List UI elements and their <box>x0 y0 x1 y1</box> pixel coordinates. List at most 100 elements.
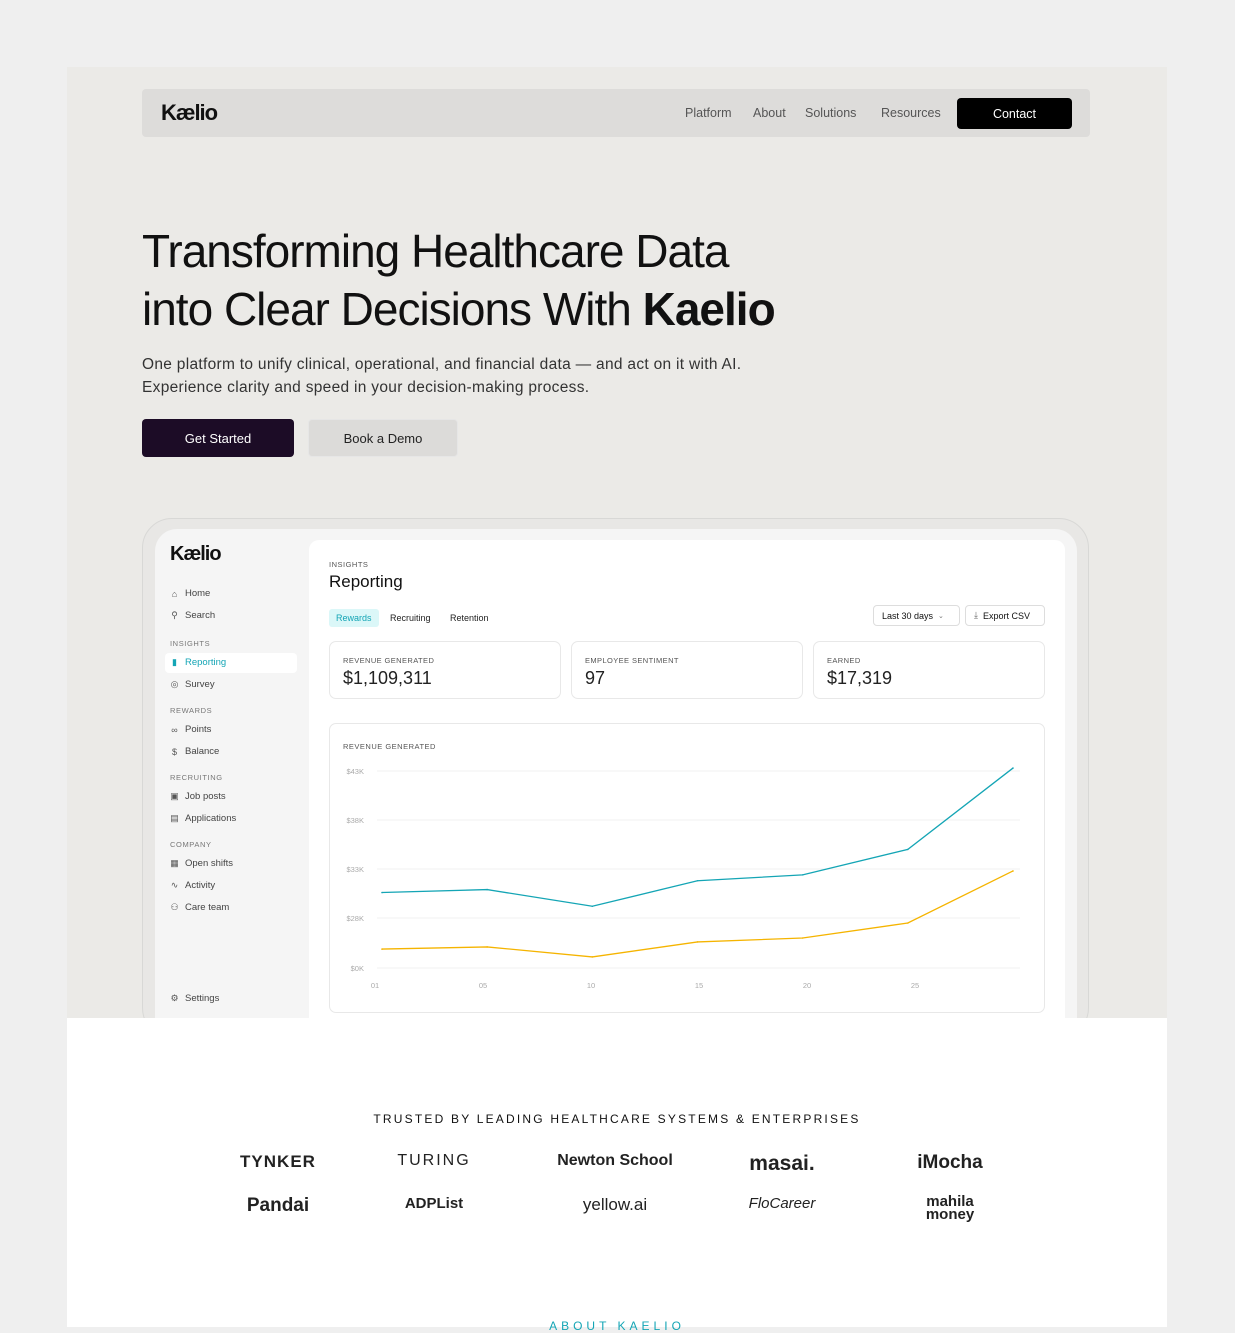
y-tick-label: $28K <box>346 914 364 923</box>
bar-chart-icon: ▮ <box>172 657 177 667</box>
sidebar-item-applications[interactable]: ▤ Applications <box>170 813 236 824</box>
sidebar-section-recruiting: RECRUITING <box>170 773 223 782</box>
briefcase-icon: ▣ <box>170 791 179 801</box>
tab-recruiting[interactable]: Recruiting <box>390 613 431 623</box>
partner-logo-pandai: Pandai <box>246 1195 310 1216</box>
sidebar-item-label: Care team <box>185 902 230 913</box>
book-demo-button[interactable]: Book a Demo <box>308 419 458 457</box>
x-tick-label: 20 <box>803 981 811 990</box>
stat-card-revenue: REVENUE GENERATED $1,109,311 <box>329 641 561 699</box>
active-item-highlight <box>165 653 297 673</box>
x-tick-label: 25 <box>911 981 919 990</box>
sidebar-item-label: Balance <box>185 746 220 757</box>
sidebar-item-search[interactable]: ⚲ Search <box>170 610 215 621</box>
sidebar-section-rewards: REWARDS <box>170 706 213 715</box>
data-point <box>381 948 383 950</box>
about-eyebrow: ABOUT KAELIO <box>549 1319 685 1333</box>
get-started-button[interactable]: Get Started <box>142 419 294 457</box>
sidebar-item-label: Reporting <box>185 657 227 668</box>
sidebar-item-home[interactable]: ⌂ Home <box>170 588 211 599</box>
nav-platform[interactable]: Platform <box>685 106 732 120</box>
trusted-section <box>67 1018 1167 1327</box>
data-point <box>696 941 699 943</box>
revenue-chart-card: REVENUE GENERATED $43K $38K $33K $28K $0K 01 0… <box>329 723 1045 1013</box>
data-point <box>1012 870 1014 872</box>
contact-button[interactable]: Contact <box>957 98 1072 129</box>
tab-retention[interactable]: Retention <box>450 613 489 623</box>
dashboard-logo: Kælio <box>170 543 222 565</box>
data-point <box>801 874 804 876</box>
chevron-down-icon: ⌄ <box>938 612 944 620</box>
target-icon: ◎ <box>170 679 179 689</box>
partner-logo-yellow-ai: yellow.ai <box>582 1195 648 1214</box>
partner-logo-flocareer: FloCareer <box>748 1195 816 1212</box>
y-tick-label: $43K <box>346 767 364 776</box>
data-point <box>591 956 594 958</box>
date-range-select[interactable]: Last 30 days ⌄ <box>873 605 960 626</box>
hero-title: Transforming Healthcare Data into Clear D… <box>142 222 942 338</box>
x-tick-label: 01 <box>371 981 379 990</box>
sidebar-item-label: Job posts <box>185 791 226 802</box>
sidebar-item-job-posts[interactable]: ▣ Job posts <box>170 791 226 802</box>
brand-logo[interactable]: Kælio <box>161 100 218 125</box>
revenue-line-chart: $43K $38K $33K $28K $0K 01 05 10 15 20 25 <box>346 767 1020 990</box>
sidebar-item-label: Home <box>185 588 211 599</box>
sidebar-item-care-team[interactable]: ⚇ Care team <box>170 902 229 913</box>
sidebar-section-insights: INSIGHTS <box>170 639 211 648</box>
download-icon: ⤓ <box>974 610 978 620</box>
title-line-1: Transforming Healthcare Data <box>142 225 729 277</box>
data-point <box>381 891 383 894</box>
series-line-1 <box>381 767 1014 907</box>
coins-icon: ∞ <box>171 724 178 735</box>
sidebar-item-label: Search <box>185 610 216 621</box>
title-brand: Kaelio <box>642 283 776 335</box>
sidebar-item-label: Open shifts <box>185 858 234 869</box>
calendar-clock-icon: ▦ <box>170 858 179 868</box>
partner-logo-mahila-money: mahila money <box>925 1193 975 1223</box>
activity-icon: ∿ <box>170 880 179 890</box>
sidebar-item-settings[interactable]: ⚙ Settings <box>170 993 219 1004</box>
tab-rewards[interactable]: Rewards <box>329 609 379 627</box>
nav-solutions[interactable]: Solutions <box>805 106 857 120</box>
page-title: Reporting <box>329 572 403 591</box>
nav-resources[interactable]: Resources <box>881 106 941 120</box>
document-icon: ▤ <box>170 813 179 823</box>
stat-value: $17,319 <box>827 668 893 688</box>
partner-logo-tynker: TYNKER <box>240 1152 316 1171</box>
y-tick-label: $38K <box>346 816 364 825</box>
sidebar-item-activity[interactable]: ∿ Activity <box>170 880 215 891</box>
data-point <box>1012 767 1014 769</box>
partner-logo-adplist: ADPList <box>404 1195 464 1212</box>
data-point <box>486 888 488 891</box>
sidebar-item-points[interactable]: ∞ Points <box>170 724 211 735</box>
sidebar-item-balance[interactable]: $ Balance <box>170 746 219 757</box>
stat-label: EMPLOYEE SENTIMENT <box>585 656 679 665</box>
gear-icon: ⚙ <box>170 993 179 1003</box>
stat-card-earned: EARNED $17,319 <box>813 641 1045 699</box>
sidebar-item-survey[interactable]: ◎ Survey <box>170 679 215 690</box>
stat-label: EARNED <box>827 656 861 665</box>
sidebar-item-label: Applications <box>185 813 237 824</box>
sidebar-section-company: COMPANY <box>170 840 212 849</box>
sidebar-item-reporting[interactable]: ▮ Reporting <box>170 657 226 668</box>
top-nav <box>142 89 1090 137</box>
data-point <box>907 922 909 924</box>
trusted-heading: TRUSTED BY LEADING HEALTHCARE SYSTEMS & … <box>373 1112 861 1126</box>
sidebar-item-label: Points <box>185 724 212 735</box>
partner-logo-newton-school: Newton School <box>557 1152 673 1169</box>
sidebar-item-open-shifts[interactable]: ▦ Open shifts <box>170 858 233 869</box>
users-icon: ⚇ <box>170 902 179 912</box>
eyebrow: INSIGHTS <box>329 560 369 569</box>
export-label: Export CSV <box>982 610 1031 621</box>
x-tick-label: 05 <box>479 981 487 990</box>
search-icon: ⚲ <box>171 610 178 620</box>
chart-title: REVENUE GENERATED <box>343 742 436 751</box>
y-tick-label: $33K <box>346 865 364 874</box>
data-point <box>801 937 804 939</box>
nav-about[interactable]: About <box>753 106 786 120</box>
data-point <box>486 946 488 948</box>
dollar-icon: $ <box>171 746 177 757</box>
home-icon: ⌂ <box>171 588 178 599</box>
stat-value: 97 <box>585 668 606 688</box>
export-csv-button[interactable]: ⤓ Export CSV <box>965 605 1045 626</box>
